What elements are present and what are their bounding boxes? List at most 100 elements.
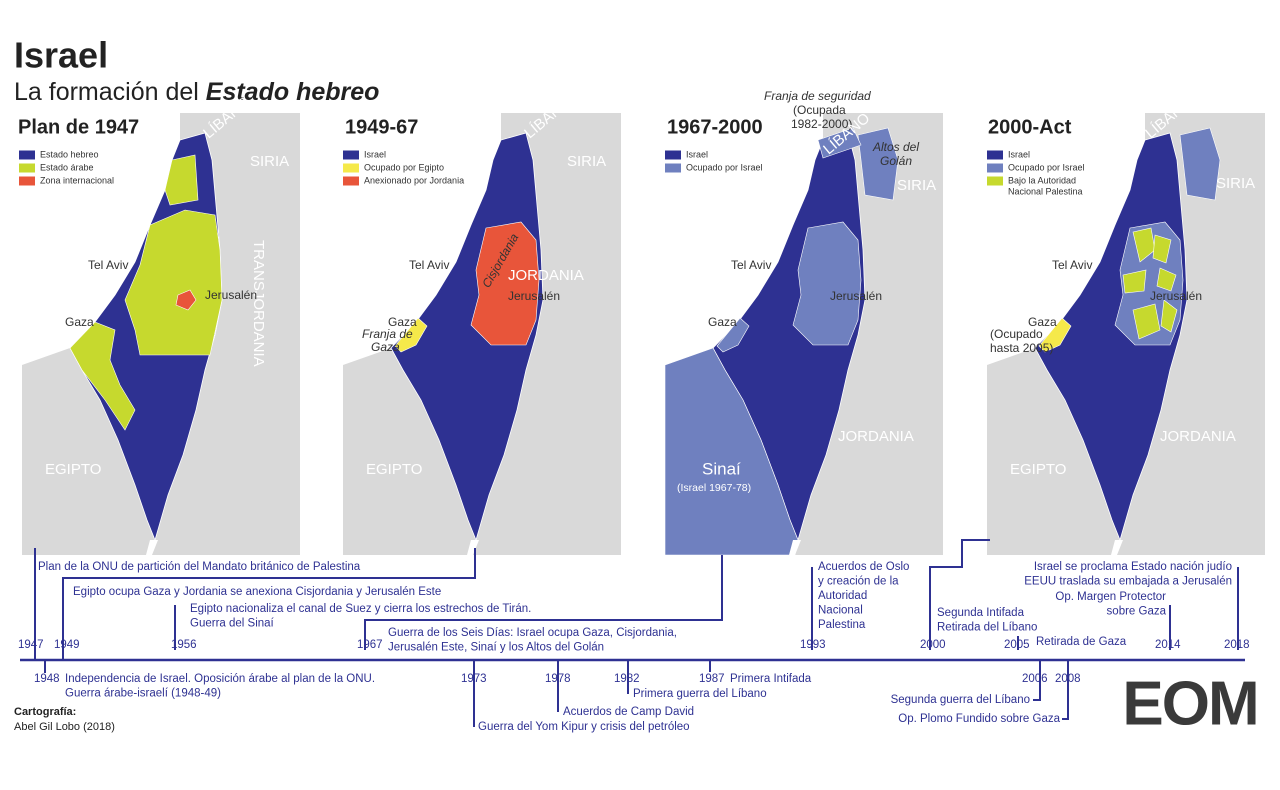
place-label: SIRIA — [897, 177, 936, 194]
timeline: 1947 1949 1956 1967 1993 2000 2005 2014 2018 1948… — [18, 539, 1250, 733]
event-text: Nacional — [818, 605, 863, 617]
year-label: 1949 — [54, 639, 80, 651]
event-text: Independencia de Israel. Oposición árabe… — [65, 673, 375, 685]
year-label: 2008 — [1055, 673, 1081, 685]
place-label: Gaza — [1028, 315, 1057, 329]
territory — [1160, 299, 1178, 333]
year-label: 2000 — [920, 639, 946, 651]
legend-swatch — [19, 176, 35, 186]
event-text: Segunda Intifada — [937, 607, 1025, 619]
sea — [343, 113, 501, 365]
year-label: 2006 — [1022, 673, 1048, 685]
territory — [1156, 267, 1177, 292]
map-panel — [22, 113, 300, 555]
legend-swatch — [665, 150, 681, 160]
legend-label: Israel — [686, 149, 708, 159]
territory — [857, 127, 899, 201]
event-text: sobre Gaza — [1107, 606, 1167, 618]
subtitle-emphasis: Estado hebreo — [206, 78, 380, 106]
event-text: Palestina — [818, 619, 866, 631]
year-label: 1982 — [614, 673, 640, 685]
place-label: (Ocupada — [793, 103, 846, 117]
place-label: (Ocupado — [990, 327, 1043, 341]
legend-label: Nacional Palestina — [1008, 186, 1083, 196]
credits-author: Abel Gil Lobo (2018) — [14, 721, 115, 733]
event-text: Retirada del Líbano — [937, 622, 1037, 634]
place-label: SIRIA — [1216, 175, 1255, 192]
map-panel — [343, 113, 621, 555]
territory — [1038, 317, 1072, 353]
year-label: 1993 — [800, 639, 826, 651]
territory — [175, 289, 197, 311]
place-label: TRANSJORDANIA — [250, 240, 267, 367]
year-label: 1967 — [357, 639, 383, 651]
place-label: hasta 2005) — [990, 341, 1053, 355]
place-label: Franja de seguridad — [764, 89, 871, 103]
territory — [792, 221, 862, 346]
legend-swatch — [343, 163, 359, 173]
title: Israel — [14, 35, 108, 76]
legend-label: Ocupado por Israel — [1008, 162, 1085, 172]
territory — [664, 347, 799, 556]
place-label: Jerusalén — [205, 288, 257, 302]
legend-label: Zona internacional — [40, 175, 114, 185]
map-panel — [987, 113, 1265, 555]
event-text: Guerra del Sinaí — [190, 618, 275, 630]
legend-label: Bajo la Autoridad — [1008, 175, 1076, 185]
connector — [1033, 660, 1041, 701]
place-label: (Israel 1967-78) — [677, 482, 751, 494]
territory — [1132, 303, 1161, 340]
sea — [22, 113, 180, 365]
place-label: JORDANIA — [508, 267, 584, 284]
event-text: Israel se proclama Estado nación judío — [1034, 561, 1232, 573]
legend-label: Estado árabe — [40, 162, 94, 172]
legend-label: Israel — [1008, 149, 1030, 159]
territory — [164, 154, 199, 206]
event-text: Primera guerra del Líbano — [633, 688, 767, 700]
event-text: Autoridad — [818, 590, 867, 602]
place-label: Altos del — [872, 140, 919, 154]
event-text: Acuerdos de Camp David — [563, 706, 694, 718]
map-tip — [1111, 540, 1123, 555]
territory — [124, 209, 223, 356]
place-label: 1982-2000) — [791, 117, 852, 131]
maps — [22, 113, 1265, 556]
year-label: 1948 — [34, 673, 60, 685]
legend-swatch — [987, 176, 1003, 186]
territory — [716, 317, 750, 353]
year-label: 2014 — [1155, 639, 1181, 651]
place-label: Jerusalén — [1150, 289, 1202, 303]
place-label: JORDANIA — [1160, 428, 1236, 445]
year-label: 2005 — [1004, 639, 1030, 651]
place-label: Tel Aviv — [409, 258, 449, 272]
legend-swatch — [987, 163, 1003, 173]
legend-swatch — [19, 150, 35, 160]
event-text: Retirada de Gaza — [1036, 636, 1127, 648]
legend-swatch — [665, 163, 681, 173]
event-text: Acuerdos de Oslo — [818, 561, 909, 573]
legend-label: Anexionado por Jordania — [364, 175, 464, 185]
place-label: SIRIA — [250, 153, 289, 170]
subtitle: La formación del Estado hebreo — [14, 78, 379, 106]
subtitle-text: La formación del — [14, 78, 206, 106]
place-label: EGIPTO — [366, 461, 422, 478]
map-tip — [146, 540, 158, 555]
place-label: Gaza — [65, 315, 94, 329]
event-text: Primera Intifada — [730, 673, 812, 685]
logo: EOM — [1122, 669, 1257, 738]
territory — [69, 321, 136, 431]
year-label: 1978 — [545, 673, 571, 685]
place-label: Franja de — [362, 327, 413, 341]
legend-swatch — [343, 176, 359, 186]
territory — [1152, 234, 1172, 264]
event-text: Op. Plomo Fundido sobre Gaza — [898, 713, 1060, 725]
year-label: 1987 — [699, 673, 725, 685]
place-label: Gaza — [708, 315, 737, 329]
legend-label: Ocupado por Israel — [686, 162, 763, 172]
event-text: Guerra del Yom Kipur y crisis del petról… — [478, 721, 690, 733]
place-label: JORDANIA — [838, 428, 914, 445]
territory — [394, 317, 428, 353]
territory — [470, 221, 540, 346]
event-text: Op. Margen Protector — [1055, 591, 1166, 603]
